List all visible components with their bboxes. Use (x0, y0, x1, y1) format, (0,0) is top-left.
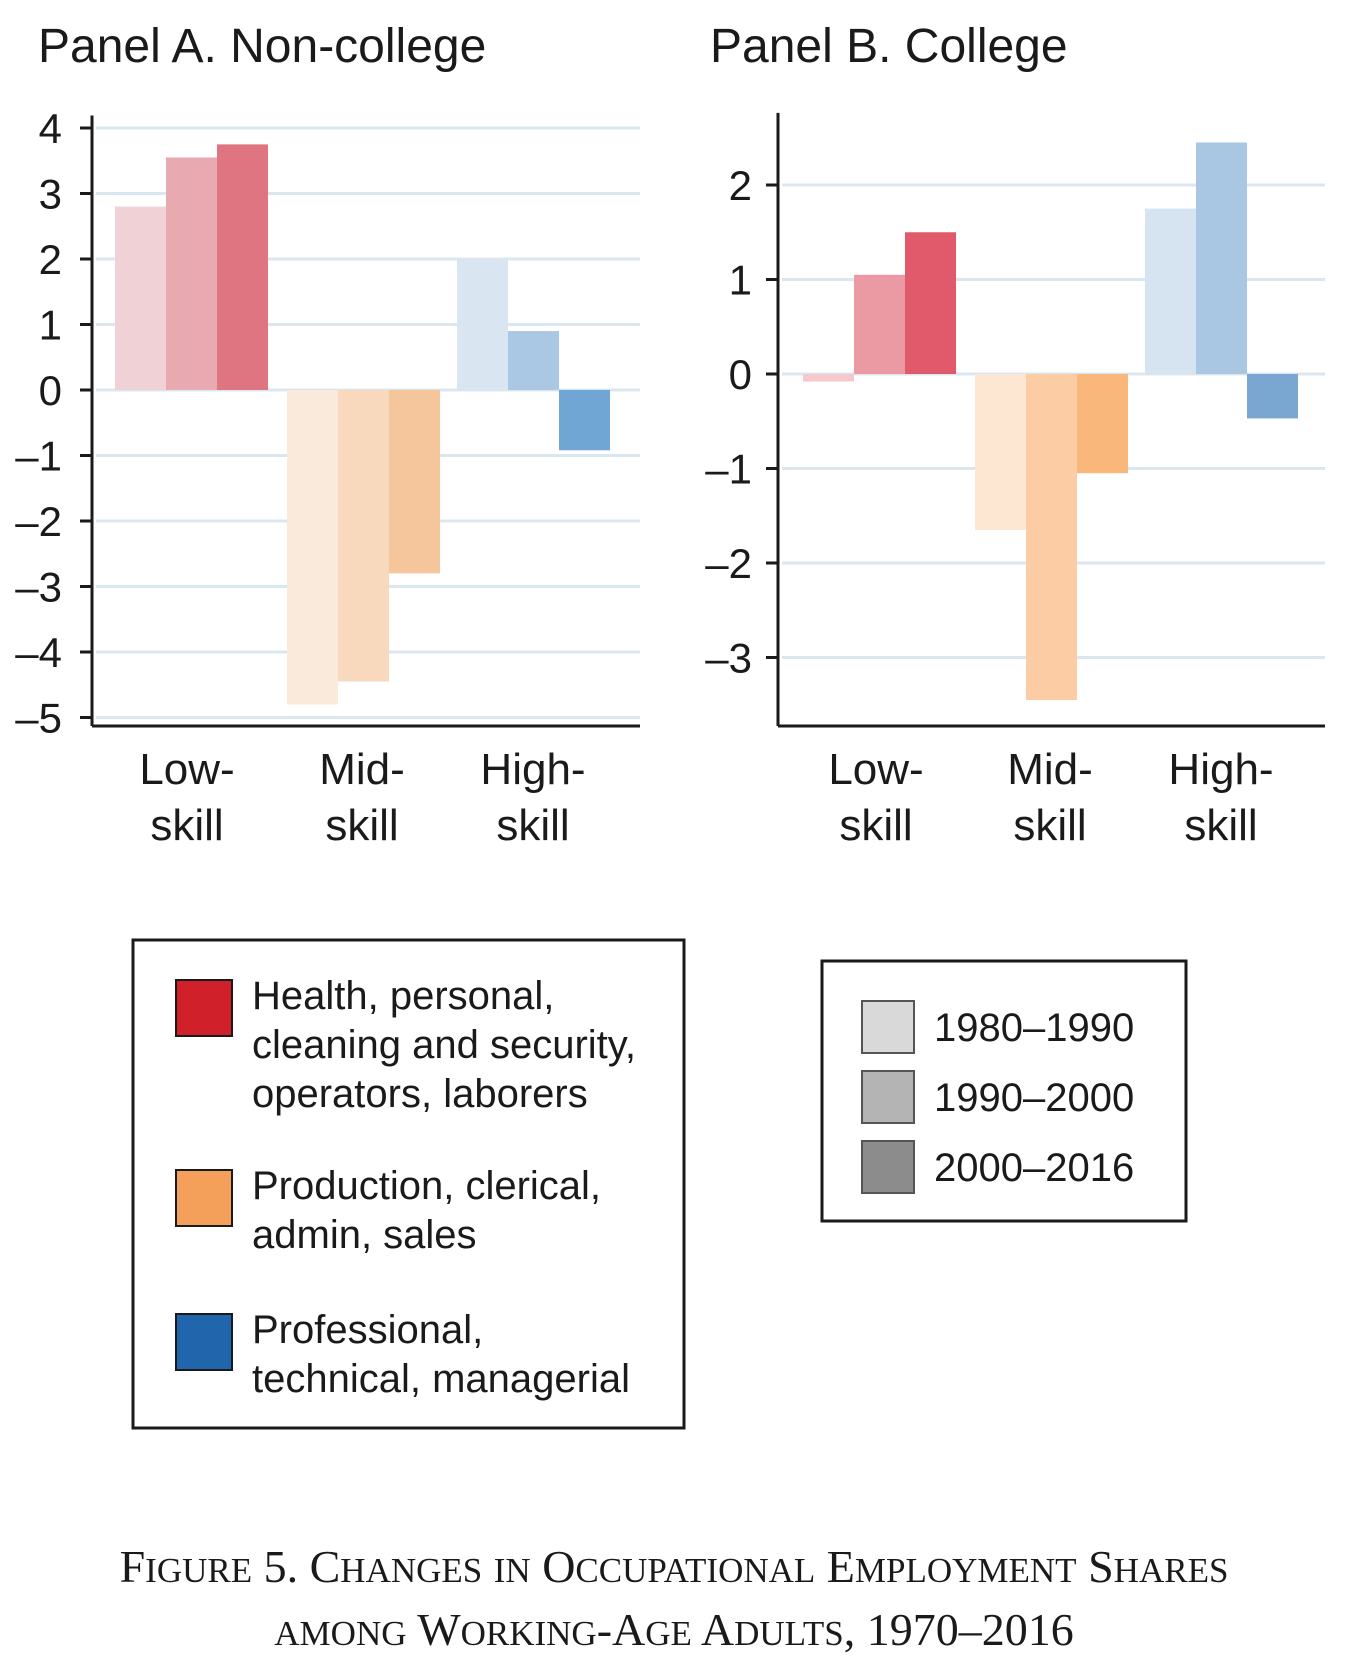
legend-label: Production, clerical, (252, 1164, 601, 1208)
caption-line-1: FIGURE 5. CHANGES IN OCCUPATIONAL EMPLOY… (120, 1541, 1229, 1592)
panel-b-title: Panel B. College (710, 20, 1068, 73)
legend-occupation-groups: Health, personal, cleaning and security, o… (131, 938, 686, 1430)
panel-a-title: Panel A. Non-college (38, 20, 486, 73)
legend-swatch (175, 979, 233, 1037)
legend-label: cleaning and security, (252, 1023, 636, 1067)
bar-mid-skill-period-3 (1077, 374, 1128, 474)
caption-line-2: AMONG WORKING-AGE ADULTS, 1970–2016 (274, 1604, 1073, 1655)
bar-mid-skill-period-2 (1026, 374, 1077, 701)
bar-high-skill-period-2 (508, 331, 559, 390)
bar-low-skill-period-3 (905, 232, 956, 374)
panel-b-x-labels: Low-skill Mid-skill High-skill (828, 745, 1273, 850)
y-tick-label: 4 (39, 105, 62, 152)
legend-period-label: 1990–2000 (934, 1076, 1134, 1120)
x-category-label: Low- (828, 745, 923, 794)
x-category-label: High- (480, 745, 585, 794)
panel-a-y-ticks: 4 3 2 1 0 –1 –2 –3 –4 –5 (15, 105, 92, 742)
bar-low-skill-period-1 (115, 206, 166, 390)
bar-low-skill-period-1 (803, 374, 854, 382)
legend-period-label: 1980–1990 (934, 1006, 1134, 1050)
panel-b-y-ticks: 2 1 0 –1 –2 –3 (705, 162, 778, 682)
bar-mid-skill-period-3 (389, 390, 440, 574)
y-tick-label: 1 (39, 302, 62, 349)
bar-mid-skill-period-1 (975, 374, 1026, 530)
y-tick-label: 0 (39, 367, 62, 414)
panel-b-bars (803, 142, 1298, 701)
bar-high-skill-period-3 (559, 390, 610, 451)
legend-period-swatch (861, 1000, 915, 1054)
panel-a-chart: Panel A. Non-college 4 3 2 1 0 –1 –2 –3 –4 –5 Low… (15, 20, 640, 850)
bar-high-skill-period-3 (1247, 374, 1298, 419)
panel-a-x-labels: Low-skill Mid-skill High-skill (139, 745, 585, 850)
y-tick-label: 2 (729, 162, 752, 209)
y-tick-label: –2 (705, 540, 752, 587)
legend-period-swatch (861, 1140, 915, 1194)
bar-low-skill-period-2 (854, 274, 905, 374)
y-tick-label: –1 (705, 446, 752, 493)
legend-label: admin, sales (252, 1213, 477, 1257)
y-tick-label: –5 (15, 695, 62, 742)
legend-periods: 1980–1990 1990–2000 2000–2016 (820, 959, 1188, 1223)
y-tick-label: –4 (15, 629, 62, 676)
panel-b-axes (776, 112, 1325, 728)
legend-period-label: 2000–2016 (934, 1146, 1134, 1190)
y-tick-label: 0 (729, 351, 752, 398)
panel-a-axes (90, 115, 640, 728)
bar-mid-skill-period-1 (287, 390, 338, 705)
legend-swatch (175, 1313, 233, 1371)
panel-a-bars (115, 144, 610, 705)
x-category-label: Mid- (1007, 745, 1093, 794)
bar-high-skill-period-1 (1145, 208, 1196, 374)
y-tick-label: 1 (729, 257, 752, 304)
x-category-label: skill (1013, 801, 1086, 850)
legend-label: technical, managerial (252, 1357, 630, 1401)
bar-low-skill-period-2 (166, 157, 217, 390)
legend-label: operators, laborers (252, 1072, 588, 1116)
bar-high-skill-period-2 (1196, 142, 1247, 374)
legend-swatch (175, 1169, 233, 1227)
bar-low-skill-period-3 (217, 144, 268, 390)
bar-high-skill-period-1 (457, 259, 508, 390)
x-category-label: skill (496, 801, 569, 850)
legend-period-swatch (861, 1070, 915, 1124)
x-category-label: skill (150, 801, 223, 850)
legend-label: Professional, (252, 1308, 483, 1352)
y-tick-label: 3 (39, 171, 62, 218)
x-category-label: skill (325, 801, 398, 850)
y-tick-label: 2 (39, 236, 62, 283)
bar-mid-skill-period-2 (338, 390, 389, 682)
y-tick-label: –2 (15, 498, 62, 545)
y-tick-label: –3 (705, 635, 752, 682)
x-category-label: Low- (139, 745, 234, 794)
y-tick-label: –3 (15, 564, 62, 611)
x-category-label: skill (839, 801, 912, 850)
x-category-label: High- (1168, 745, 1273, 794)
figure-caption: FIGURE 5. CHANGES IN OCCUPATIONAL EMPLOY… (120, 1541, 1229, 1655)
x-category-label: skill (1184, 801, 1257, 850)
x-category-label: Mid- (319, 745, 405, 794)
panel-b-chart: Panel B. College 2 1 0 –1 –2 –3 Low-skill Mid-… (705, 20, 1325, 850)
legend-label: Health, personal, (252, 974, 554, 1018)
y-tick-label: –1 (15, 433, 62, 480)
